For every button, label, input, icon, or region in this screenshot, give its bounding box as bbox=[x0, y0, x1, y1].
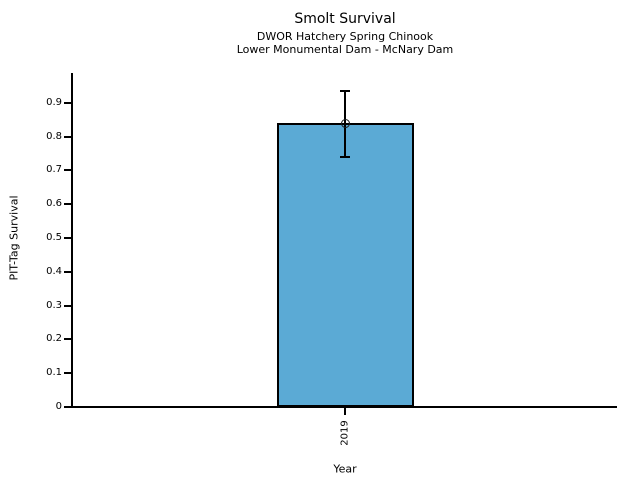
point-marker bbox=[340, 118, 350, 128]
y-tick-mark bbox=[64, 203, 71, 205]
y-tick-label: 0.1 bbox=[46, 367, 62, 378]
error-bar-cap-bottom bbox=[340, 156, 350, 158]
y-tick-mark bbox=[64, 136, 71, 138]
chart-subtitle-line2: Lower Monumental Dam - McNary Dam bbox=[236, 42, 454, 56]
y-tick-label: 0.3 bbox=[46, 300, 62, 311]
chart-header: Smolt Survival DWOR Hatchery Spring Chin… bbox=[73, 11, 617, 56]
y-tick-label: 0 bbox=[55, 401, 62, 412]
y-tick-mark bbox=[64, 271, 71, 273]
x-tick-mark bbox=[344, 408, 346, 415]
y-tick-label: 0.5 bbox=[46, 232, 62, 243]
x-axis-label: Year bbox=[333, 462, 357, 476]
y-tick-mark bbox=[64, 237, 71, 239]
y-tick-mark bbox=[64, 305, 71, 307]
x-axis-spine bbox=[71, 406, 617, 408]
y-tick-label: 0.7 bbox=[46, 164, 62, 175]
y-tick-label: 0.6 bbox=[46, 198, 62, 209]
error-bar-cap-top bbox=[340, 90, 350, 92]
y-tick-mark bbox=[64, 372, 71, 374]
y-axis-spine bbox=[71, 73, 73, 408]
y-tick-label: 0.4 bbox=[46, 266, 62, 277]
y-tick-label: 0.8 bbox=[46, 131, 62, 142]
chart-subtitle-line1: DWOR Hatchery Spring Chinook bbox=[256, 30, 434, 44]
y-tick-mark bbox=[64, 406, 71, 408]
chart-title: Smolt Survival bbox=[294, 11, 396, 27]
y-tick-mark bbox=[64, 338, 71, 340]
y-tick-mark bbox=[64, 169, 71, 171]
y-tick-mark bbox=[64, 102, 71, 104]
y-tick-label: 0.2 bbox=[46, 333, 62, 344]
survival-bar bbox=[277, 123, 414, 407]
x-tick-label-year: 2019 bbox=[339, 420, 351, 446]
y-tick-label: 0.9 bbox=[46, 97, 62, 108]
